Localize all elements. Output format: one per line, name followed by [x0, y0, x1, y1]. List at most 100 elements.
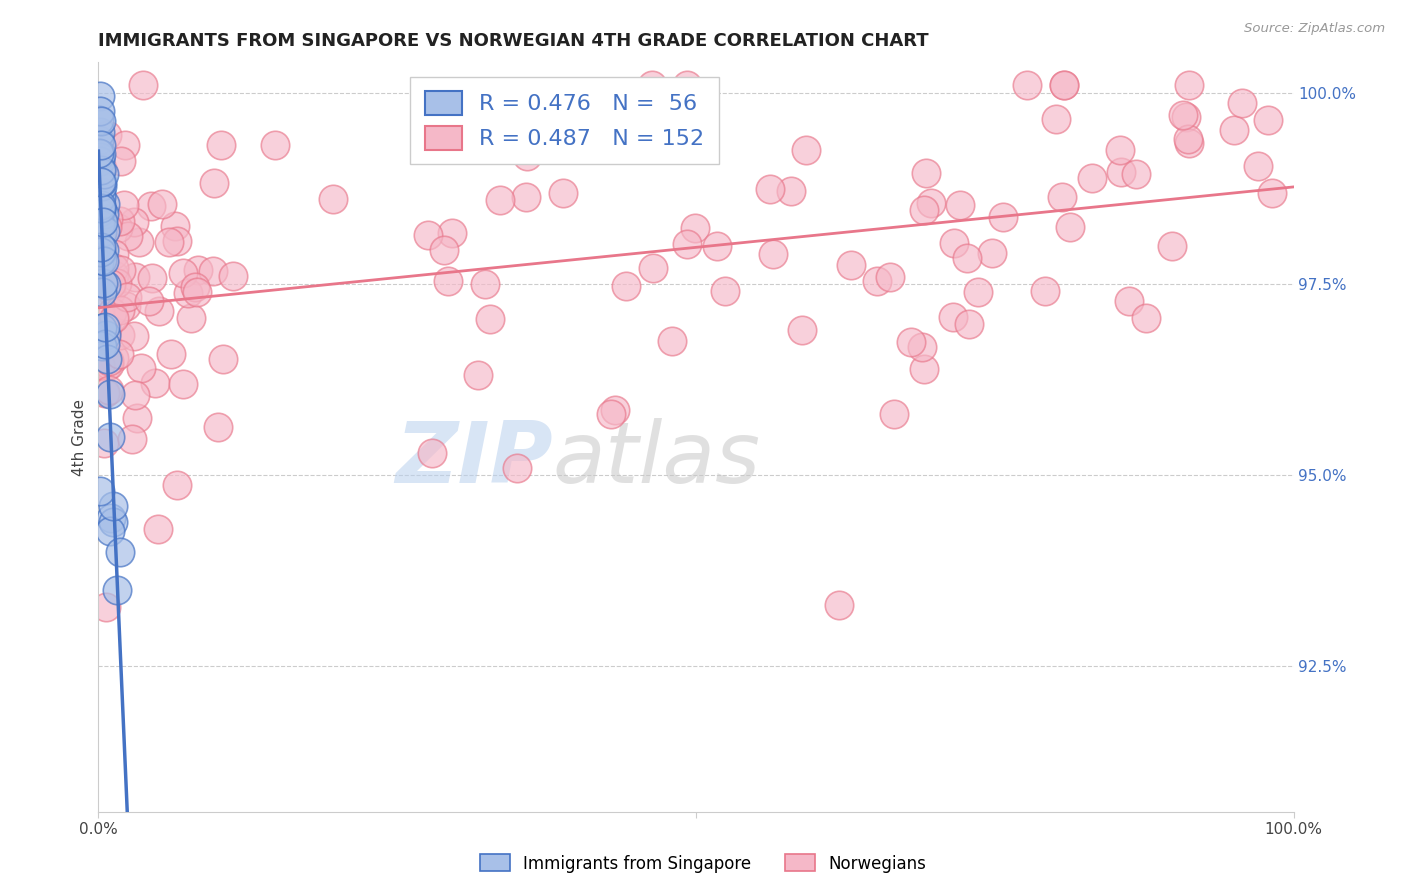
Point: [1059, 219, 1081, 234]
Point: [942, 310, 965, 325]
Point: [91, 321, 114, 335]
Point: [89, 358, 111, 372]
Point: [89, 217, 111, 231]
Point: [1033, 285, 1056, 299]
Point: [89, 244, 111, 259]
Point: [966, 285, 988, 300]
Point: [100, 277, 122, 291]
Point: [125, 410, 148, 425]
Point: [107, 220, 129, 235]
Point: [90, 138, 112, 153]
Point: [172, 377, 194, 392]
Point: [94, 337, 117, 351]
Text: atlas: atlas: [553, 418, 761, 501]
Point: [478, 312, 501, 326]
Point: [93, 207, 115, 221]
Point: [90, 225, 112, 239]
Point: [828, 599, 851, 613]
Point: [115, 290, 138, 304]
Point: [96, 352, 118, 367]
Legend: R = 0.476   N =  56, R = 0.487   N = 152: R = 0.476 N = 56, R = 0.487 N = 152: [411, 77, 718, 164]
Point: [91, 253, 114, 268]
Point: [150, 197, 173, 211]
Point: [93, 167, 115, 181]
Point: [1175, 110, 1198, 124]
Point: [91, 338, 114, 352]
Point: [98, 430, 121, 444]
Point: [110, 153, 132, 168]
Point: [1178, 136, 1201, 150]
Point: [90, 114, 112, 128]
Point: [1161, 238, 1184, 252]
Point: [675, 236, 697, 251]
Point: [141, 271, 163, 285]
Point: [93, 244, 115, 258]
Point: [172, 266, 194, 280]
Point: [90, 147, 112, 161]
Point: [1125, 167, 1147, 181]
Point: [91, 215, 114, 229]
Point: [553, 186, 575, 200]
Point: [90, 175, 112, 189]
Point: [1050, 190, 1073, 204]
Point: [186, 285, 208, 299]
Point: [911, 340, 934, 354]
Point: [145, 376, 167, 391]
Point: [121, 432, 143, 446]
Point: [139, 198, 162, 212]
Point: [89, 89, 111, 103]
Point: [89, 145, 111, 160]
Point: [1135, 311, 1157, 326]
Point: [879, 270, 901, 285]
Point: [779, 184, 801, 198]
Point: [683, 220, 706, 235]
Point: [758, 182, 780, 196]
Y-axis label: 4th Grade: 4th Grade: [72, 399, 87, 475]
Point: [93, 253, 115, 268]
Point: [420, 446, 443, 460]
Point: [93, 196, 115, 211]
Point: [166, 234, 188, 248]
Point: [105, 277, 128, 291]
Point: [94, 337, 117, 351]
Point: [600, 407, 623, 421]
Point: [676, 116, 699, 130]
Point: [87, 193, 110, 207]
Point: [437, 274, 460, 288]
Point: [117, 229, 139, 244]
Point: [108, 545, 131, 559]
Point: [91, 321, 114, 335]
Point: [209, 138, 232, 153]
Point: [1223, 122, 1246, 136]
Point: [794, 143, 817, 157]
Point: [89, 126, 111, 140]
Point: [96, 220, 118, 235]
Point: [108, 328, 131, 343]
Point: [122, 215, 145, 229]
Point: [89, 149, 111, 163]
Point: [942, 236, 965, 251]
Point: [180, 311, 202, 326]
Point: [105, 583, 128, 598]
Point: [790, 323, 813, 337]
Point: [148, 522, 170, 536]
Point: [640, 78, 662, 93]
Point: [94, 224, 117, 238]
Point: [91, 216, 114, 230]
Point: [166, 478, 188, 492]
Point: [956, 252, 979, 266]
Point: [676, 78, 699, 93]
Point: [89, 201, 111, 215]
Point: [949, 198, 972, 212]
Point: [90, 285, 112, 300]
Point: [101, 515, 124, 529]
Point: [108, 346, 131, 360]
Point: [90, 201, 112, 215]
Point: [87, 256, 110, 270]
Point: [129, 361, 152, 376]
Point: [1173, 108, 1195, 122]
Point: [1247, 159, 1270, 173]
Point: [93, 436, 115, 450]
Point: [138, 294, 160, 309]
Point: [515, 189, 537, 203]
